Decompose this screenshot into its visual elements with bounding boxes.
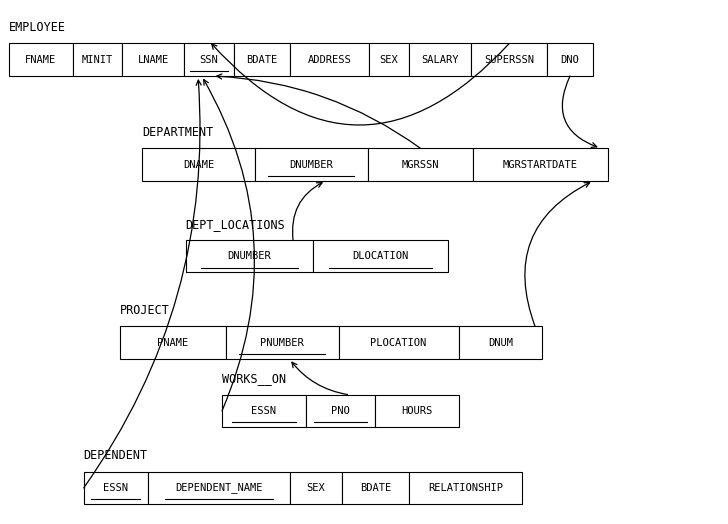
- Text: MGRSSN: MGRSSN: [402, 159, 439, 170]
- Text: FNAME: FNAME: [25, 54, 56, 65]
- Bar: [313, 240, 448, 272]
- FancyArrowPatch shape: [525, 183, 590, 326]
- FancyArrowPatch shape: [204, 80, 255, 411]
- Text: DNUMBER: DNUMBER: [289, 159, 333, 170]
- Text: PNAME: PNAME: [157, 337, 189, 348]
- Text: PNO: PNO: [331, 406, 349, 416]
- Bar: [142, 148, 255, 181]
- Text: HOURS: HOURS: [401, 406, 432, 416]
- Bar: [9, 43, 73, 76]
- Bar: [186, 240, 313, 272]
- Bar: [473, 148, 608, 181]
- Bar: [369, 43, 409, 76]
- Bar: [226, 326, 339, 359]
- Bar: [459, 326, 542, 359]
- Bar: [255, 148, 368, 181]
- FancyArrowPatch shape: [293, 183, 322, 240]
- Bar: [306, 395, 375, 427]
- Text: BDATE: BDATE: [247, 54, 277, 65]
- Text: PNUMBER: PNUMBER: [260, 337, 304, 348]
- Bar: [547, 43, 593, 76]
- Bar: [342, 472, 409, 504]
- Bar: [148, 472, 290, 504]
- Text: PLOCATION: PLOCATION: [371, 337, 427, 348]
- Text: DNAME: DNAME: [183, 159, 214, 170]
- Bar: [290, 43, 369, 76]
- FancyArrowPatch shape: [292, 362, 348, 395]
- Text: DNUM: DNUM: [488, 337, 513, 348]
- Bar: [234, 43, 290, 76]
- Bar: [222, 395, 306, 427]
- Bar: [339, 326, 459, 359]
- Text: SUPERSSN: SUPERSSN: [484, 54, 534, 65]
- Bar: [368, 148, 473, 181]
- Bar: [184, 43, 234, 76]
- Text: SEX: SEX: [306, 483, 325, 493]
- Text: SSN: SSN: [199, 54, 218, 65]
- Text: ESSN: ESSN: [103, 483, 128, 493]
- Bar: [120, 326, 226, 359]
- Text: DLOCATION: DLOCATION: [352, 251, 408, 261]
- Bar: [84, 472, 148, 504]
- Text: MINIT: MINIT: [82, 54, 113, 65]
- FancyArrowPatch shape: [217, 74, 421, 148]
- Bar: [471, 43, 547, 76]
- Text: MGRSTARTDATE: MGRSTARTDATE: [503, 159, 578, 170]
- FancyArrowPatch shape: [84, 80, 201, 488]
- Text: WORKS__ON: WORKS__ON: [222, 372, 286, 385]
- Text: ESSN: ESSN: [251, 406, 277, 416]
- Text: PROJECT: PROJECT: [120, 304, 170, 317]
- Text: DEPENDENT: DEPENDENT: [84, 449, 148, 462]
- Text: DEPENDENT_NAME: DEPENDENT_NAME: [175, 483, 263, 493]
- Bar: [122, 43, 184, 76]
- Text: ADDRESS: ADDRESS: [308, 54, 352, 65]
- Text: BDATE: BDATE: [360, 483, 391, 493]
- Text: DNO: DNO: [561, 54, 579, 65]
- Bar: [290, 472, 342, 504]
- Text: EMPLOYEE: EMPLOYEE: [9, 21, 66, 34]
- Bar: [409, 472, 522, 504]
- Text: DEPARTMENT: DEPARTMENT: [142, 126, 213, 139]
- Text: DNUMBER: DNUMBER: [227, 251, 272, 261]
- Text: DEPT_LOCATIONS: DEPT_LOCATIONS: [186, 217, 285, 231]
- Text: SALARY: SALARY: [422, 54, 459, 65]
- Bar: [375, 395, 459, 427]
- Text: SEX: SEX: [380, 54, 398, 65]
- FancyArrowPatch shape: [212, 43, 510, 125]
- Bar: [409, 43, 471, 76]
- Bar: [73, 43, 122, 76]
- FancyArrowPatch shape: [562, 76, 597, 147]
- Text: LNAME: LNAME: [138, 54, 169, 65]
- Text: RELATIONSHIP: RELATIONSHIP: [428, 483, 503, 493]
